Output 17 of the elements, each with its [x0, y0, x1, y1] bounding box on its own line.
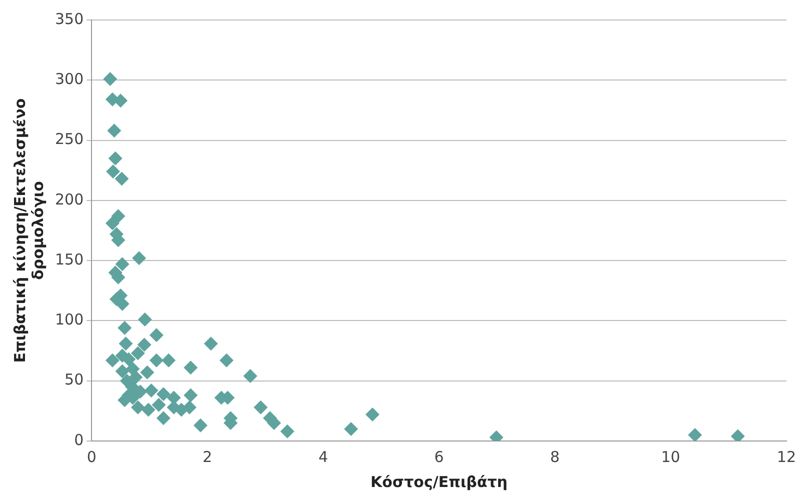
x-axis-title: Κόστος/Επιβάτη: [370, 472, 508, 491]
x-tick-label: 6: [434, 448, 444, 466]
x-tick-label: 10: [661, 448, 680, 466]
y-tick-label: 150: [54, 250, 84, 268]
x-tick-label: 2: [202, 448, 212, 466]
y-tick-label: 50: [64, 370, 84, 389]
y-tick-label: 100: [54, 310, 84, 329]
x-tick-label: 4: [318, 448, 328, 466]
y-tick-label: 0: [74, 430, 84, 449]
x-tick-label: 0: [86, 448, 96, 466]
x-tick-label: 12: [776, 448, 796, 466]
y-tick-label: 200: [54, 190, 84, 208]
y-tick-label: 250: [54, 130, 84, 148]
y-axis-title: Επιβατική κίνηση/Εκτελεσμένο δρομολόγιο: [10, 98, 47, 363]
y-tick-label: 350: [54, 10, 84, 28]
y-tick-label: 300: [54, 70, 84, 88]
x-tick-label: 8: [550, 448, 560, 466]
